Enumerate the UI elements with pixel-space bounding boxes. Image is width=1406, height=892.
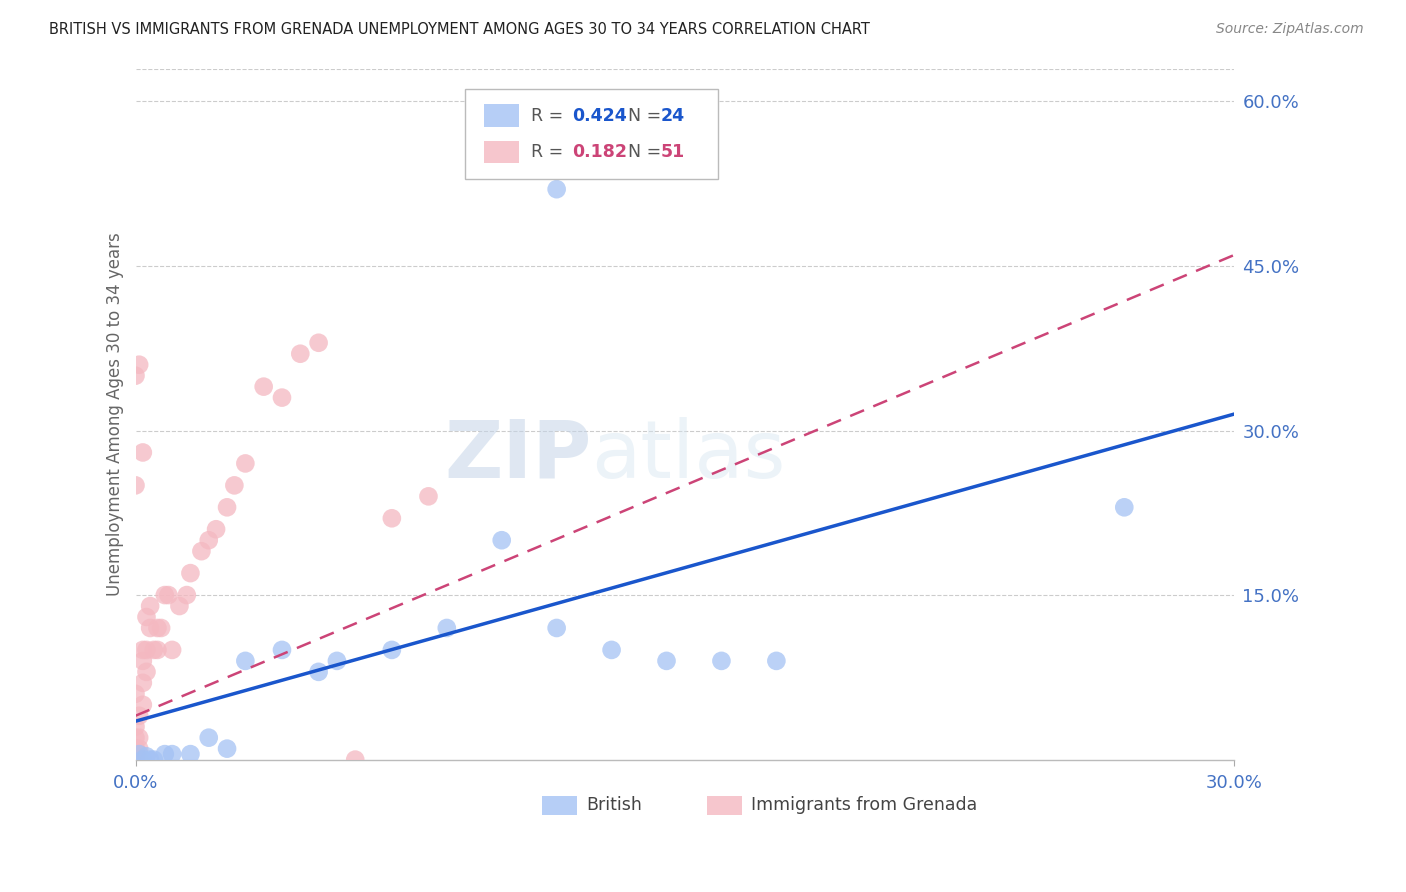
- Point: [135, 610, 157, 624]
- Point: [124, 368, 146, 383]
- Point: [290, 347, 312, 361]
- Text: ZIP: ZIP: [444, 417, 592, 494]
- Point: [132, 643, 155, 657]
- Point: [179, 566, 201, 581]
- Point: [150, 621, 173, 635]
- Point: [124, 731, 146, 745]
- Point: [124, 720, 146, 734]
- Point: [215, 741, 238, 756]
- Text: 24: 24: [661, 107, 685, 125]
- Point: [128, 747, 150, 761]
- Point: [271, 643, 294, 657]
- Point: [139, 621, 162, 635]
- Point: [224, 478, 246, 492]
- Point: [128, 358, 150, 372]
- Point: [153, 747, 176, 761]
- Point: [308, 665, 330, 679]
- Point: [124, 753, 146, 767]
- Text: BRITISH VS IMMIGRANTS FROM GRENADA UNEMPLOYMENT AMONG AGES 30 TO 34 YEARS CORREL: BRITISH VS IMMIGRANTS FROM GRENADA UNEMP…: [49, 22, 870, 37]
- FancyBboxPatch shape: [465, 89, 718, 179]
- Point: [169, 599, 191, 613]
- Point: [124, 478, 146, 492]
- Point: [132, 445, 155, 459]
- Text: 51: 51: [661, 144, 685, 161]
- Point: [546, 621, 568, 635]
- Point: [128, 753, 150, 767]
- Point: [153, 588, 176, 602]
- Text: Immigrants from Grenada: Immigrants from Grenada: [751, 797, 977, 814]
- Point: [157, 588, 180, 602]
- Point: [190, 544, 212, 558]
- Point: [160, 747, 183, 761]
- Point: [124, 753, 146, 767]
- Point: [326, 654, 349, 668]
- Point: [179, 747, 201, 761]
- Point: [765, 654, 787, 668]
- FancyBboxPatch shape: [541, 796, 576, 815]
- Point: [546, 182, 568, 196]
- Point: [124, 741, 146, 756]
- Point: [139, 599, 162, 613]
- Point: [160, 643, 183, 657]
- Text: 0.424: 0.424: [572, 107, 627, 125]
- Point: [146, 643, 169, 657]
- Point: [132, 654, 155, 668]
- Text: British: British: [586, 797, 641, 814]
- Point: [1114, 500, 1136, 515]
- Point: [491, 533, 513, 548]
- Point: [128, 708, 150, 723]
- Point: [205, 522, 228, 536]
- Point: [142, 753, 165, 767]
- Point: [197, 731, 219, 745]
- Point: [124, 687, 146, 701]
- Point: [253, 379, 276, 393]
- Point: [197, 533, 219, 548]
- Point: [124, 741, 146, 756]
- Text: R =: R =: [531, 107, 569, 125]
- Text: 0.182: 0.182: [572, 144, 627, 161]
- Point: [135, 749, 157, 764]
- Point: [418, 489, 440, 503]
- Text: N =: N =: [617, 107, 666, 125]
- Point: [132, 753, 155, 767]
- Point: [128, 731, 150, 745]
- Point: [600, 643, 623, 657]
- FancyBboxPatch shape: [484, 104, 519, 127]
- Y-axis label: Unemployment Among Ages 30 to 34 years: Unemployment Among Ages 30 to 34 years: [107, 232, 124, 596]
- FancyBboxPatch shape: [484, 141, 519, 163]
- Point: [124, 741, 146, 756]
- Point: [235, 654, 257, 668]
- Text: atlas: atlas: [592, 417, 786, 494]
- Text: R =: R =: [531, 144, 569, 161]
- Point: [124, 747, 146, 761]
- Point: [308, 335, 330, 350]
- Point: [436, 621, 458, 635]
- Point: [139, 753, 162, 767]
- Point: [124, 753, 146, 767]
- Point: [381, 511, 404, 525]
- Text: Source: ZipAtlas.com: Source: ZipAtlas.com: [1216, 22, 1364, 37]
- Point: [655, 654, 678, 668]
- Point: [235, 457, 257, 471]
- Point: [135, 643, 157, 657]
- Point: [215, 500, 238, 515]
- Point: [135, 665, 157, 679]
- Text: N =: N =: [617, 144, 666, 161]
- Point: [146, 621, 169, 635]
- Point: [128, 741, 150, 756]
- Point: [271, 391, 294, 405]
- Point: [142, 643, 165, 657]
- Point: [710, 654, 733, 668]
- FancyBboxPatch shape: [707, 796, 742, 815]
- Point: [124, 747, 146, 761]
- Point: [344, 753, 367, 767]
- Point: [176, 588, 198, 602]
- Point: [381, 643, 404, 657]
- Point: [132, 675, 155, 690]
- Point: [132, 698, 155, 712]
